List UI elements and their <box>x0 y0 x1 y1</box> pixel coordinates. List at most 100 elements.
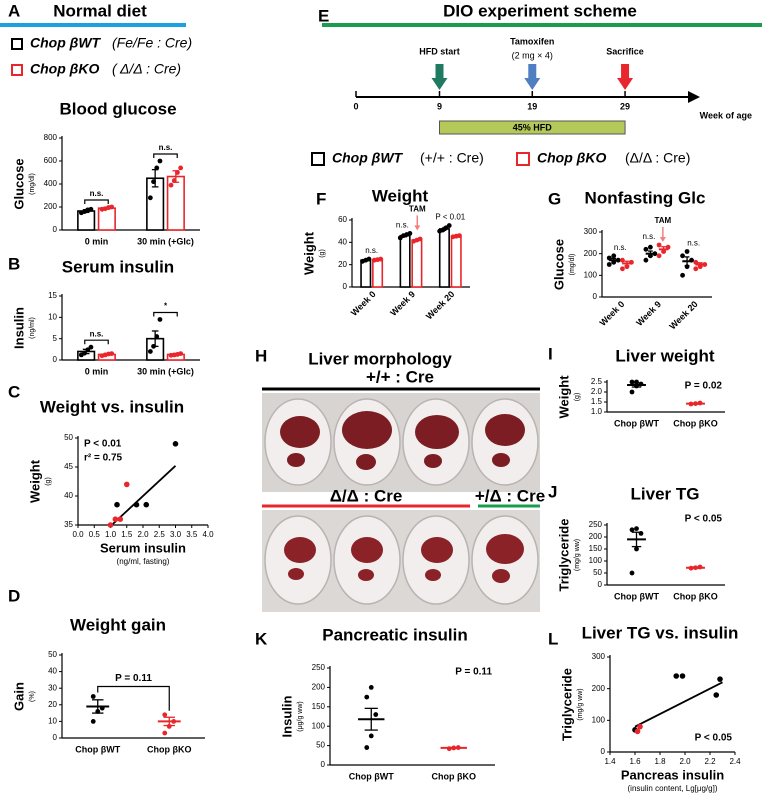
data-point <box>147 195 153 201</box>
data-point <box>112 516 119 522</box>
panel-letter: J <box>548 482 557 501</box>
timeline-tick-label: 0 <box>353 101 358 111</box>
y-axis-unit: (mg/dl) <box>29 173 36 195</box>
genotype-label: +/+ : Cre <box>366 367 434 386</box>
data-point <box>717 676 723 682</box>
x-tick-label: 0 min <box>85 236 109 246</box>
significance-label: n.s. <box>90 329 104 338</box>
y-axis-label: Glucose <box>551 239 566 290</box>
data-point <box>680 272 685 278</box>
genotype-label: +/Δ : Cre <box>475 486 545 505</box>
significance-label: n.s. <box>90 189 104 198</box>
data-point <box>611 253 617 259</box>
data-point <box>117 516 124 522</box>
liver-photos <box>262 393 540 612</box>
y-tick-label: 250 <box>312 663 326 672</box>
annotation: P < 0.05 <box>695 733 733 744</box>
panel-letter: F <box>316 189 326 208</box>
y-axis-label: Triglyceride <box>559 668 574 741</box>
x-tick-label: Chop βWT <box>75 744 120 754</box>
significance-bracket <box>84 339 109 345</box>
legend-genotype: (+/+ : Cre) <box>420 150 484 166</box>
y-tick-label: 10 <box>48 717 57 726</box>
data-point <box>171 178 177 183</box>
chart-title: Weight <box>372 186 429 205</box>
y-tick-label: 15 <box>48 291 57 300</box>
data-point <box>629 379 635 385</box>
data-point <box>147 349 153 354</box>
data-point <box>693 266 699 272</box>
panel-letter: D <box>8 586 20 605</box>
data-point <box>154 334 160 339</box>
x-tick-label: Week 9 <box>388 289 417 318</box>
y-axis-label: Triglyceride <box>556 519 571 592</box>
x-axis-label: Pancreas insulin <box>621 767 724 782</box>
scheme-title: DIO experiment scheme <box>443 1 637 20</box>
y-tick-label: 40 <box>338 237 347 246</box>
event-arrow-head <box>431 78 448 90</box>
data-point <box>620 257 625 263</box>
x-tick-label: 1.5 <box>121 530 133 539</box>
chart-title: Liver TG vs. insulin <box>582 623 739 642</box>
chart-title: Liver TG <box>631 484 700 503</box>
bar <box>450 235 462 288</box>
y-axis-label: Insulin <box>11 307 26 349</box>
data-point <box>368 685 374 690</box>
x-tick-label: Week 0 <box>598 299 627 328</box>
data-point <box>151 343 156 349</box>
y-tick-label: 50 <box>316 741 325 750</box>
data-point <box>168 182 174 188</box>
data-point <box>634 546 639 552</box>
y-tick-label: 1.5 <box>591 397 603 406</box>
y-axis-unit: (mg/g ww) <box>574 539 581 571</box>
marker-label: TAM <box>654 216 671 225</box>
chart-title: Nonfasting Glc <box>585 188 706 207</box>
bar <box>360 259 372 288</box>
panel-letter: C <box>8 382 20 401</box>
annotation: P = 0.11 <box>455 667 492 678</box>
event-note: (2 mg × 4) <box>512 50 553 60</box>
data-point <box>157 317 163 322</box>
x-axis-sub: (insulin content, Lg[μg/g]) <box>628 784 718 793</box>
significance-label: P < 0.01 <box>435 213 465 222</box>
y-tick-label: 50 <box>48 650 57 659</box>
y-tick-label: 600 <box>44 156 58 165</box>
panel-letter: L <box>548 629 558 648</box>
significance-label: n.s. <box>687 239 700 248</box>
significance-bracket <box>153 311 178 317</box>
y-axis-label: Glucose <box>11 158 26 209</box>
data-point <box>656 242 662 248</box>
x-tick-label: 1.0 <box>105 530 117 539</box>
data-point <box>151 179 156 185</box>
y-tick-label: 20 <box>48 700 57 709</box>
chart-title: Blood glucose <box>59 99 176 118</box>
event-label: Sacrifice <box>606 46 644 56</box>
chart-title: Weight vs. insulin <box>40 397 184 416</box>
x-axis-sub: (ng/ml, fasting) <box>117 557 170 566</box>
y-axis-unit: (g) <box>574 393 581 402</box>
y-axis-label: Gain <box>11 682 26 711</box>
y-tick-label: 60 <box>338 215 347 224</box>
y-tick-label: 0 <box>53 355 58 364</box>
data-point <box>90 694 96 699</box>
event-label: Tamoxifen <box>510 36 554 46</box>
x-tick-label: 0 min <box>85 366 109 376</box>
y-tick-label: 5 <box>53 334 58 343</box>
y-axis-label: Weight <box>27 459 42 503</box>
y-axis-label: Weight <box>301 231 316 275</box>
y-tick-label: 45 <box>64 462 73 471</box>
y-tick-label: 200 <box>44 202 58 211</box>
y-axis-unit: (g) <box>319 249 326 258</box>
x-tick-label: 3.5 <box>186 530 198 539</box>
y-axis-label: Insulin <box>279 695 294 737</box>
data-point <box>175 170 180 175</box>
panel-letter: H <box>255 346 267 365</box>
y-axis-unit: (mg/g ww) <box>577 688 584 720</box>
panel-letter: B <box>8 254 20 273</box>
timeline-axis-label: Week of age <box>700 110 752 120</box>
y-tick-label: 35 <box>64 520 73 529</box>
data-point <box>684 249 690 254</box>
x-tick-label: Chop βKO <box>432 771 477 781</box>
panel-letter: K <box>255 629 268 648</box>
x-tick-label: Week 0 <box>349 289 378 318</box>
